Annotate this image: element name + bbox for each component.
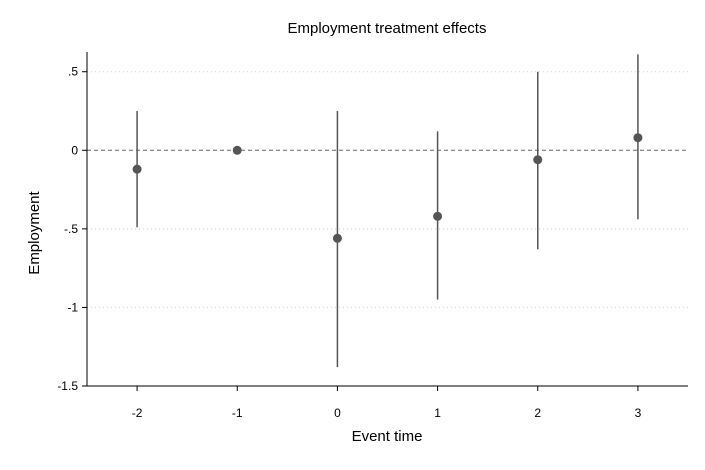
point-0-1 — [232, 145, 242, 155]
y-tick-label-2: -.5 — [64, 222, 78, 236]
point-0-5 — [633, 133, 643, 143]
y-tick-label-3: -1 — [67, 300, 78, 314]
axes: .5 0 -.5 -1 -1.5 -2 -1 0 1 2 3 — [57, 52, 688, 420]
y-tick-label-1: 0 — [71, 143, 78, 157]
x-tick-label-2: 0 — [334, 406, 341, 420]
point-0-4 — [533, 155, 543, 165]
y-tick-label-0: .5 — [68, 65, 78, 79]
y-tick-label-4: -1.5 — [57, 379, 78, 393]
gridlines — [87, 71, 688, 387]
x-axis-label: Event time — [352, 428, 423, 445]
point-0-2 — [332, 233, 342, 243]
point-0-3 — [433, 211, 443, 221]
point-0-0 — [132, 164, 142, 174]
x-tick-label-1: -1 — [232, 406, 243, 420]
x-tick-label-3: 1 — [434, 406, 441, 420]
chart-title: Employment treatment effects — [288, 20, 487, 37]
marks — [132, 54, 643, 368]
x-tick-label-0: -2 — [132, 406, 143, 420]
x-tick-label-5: 3 — [635, 406, 642, 420]
y-axis-label: Employment — [26, 190, 43, 274]
x-tick-label-4: 2 — [534, 406, 541, 420]
